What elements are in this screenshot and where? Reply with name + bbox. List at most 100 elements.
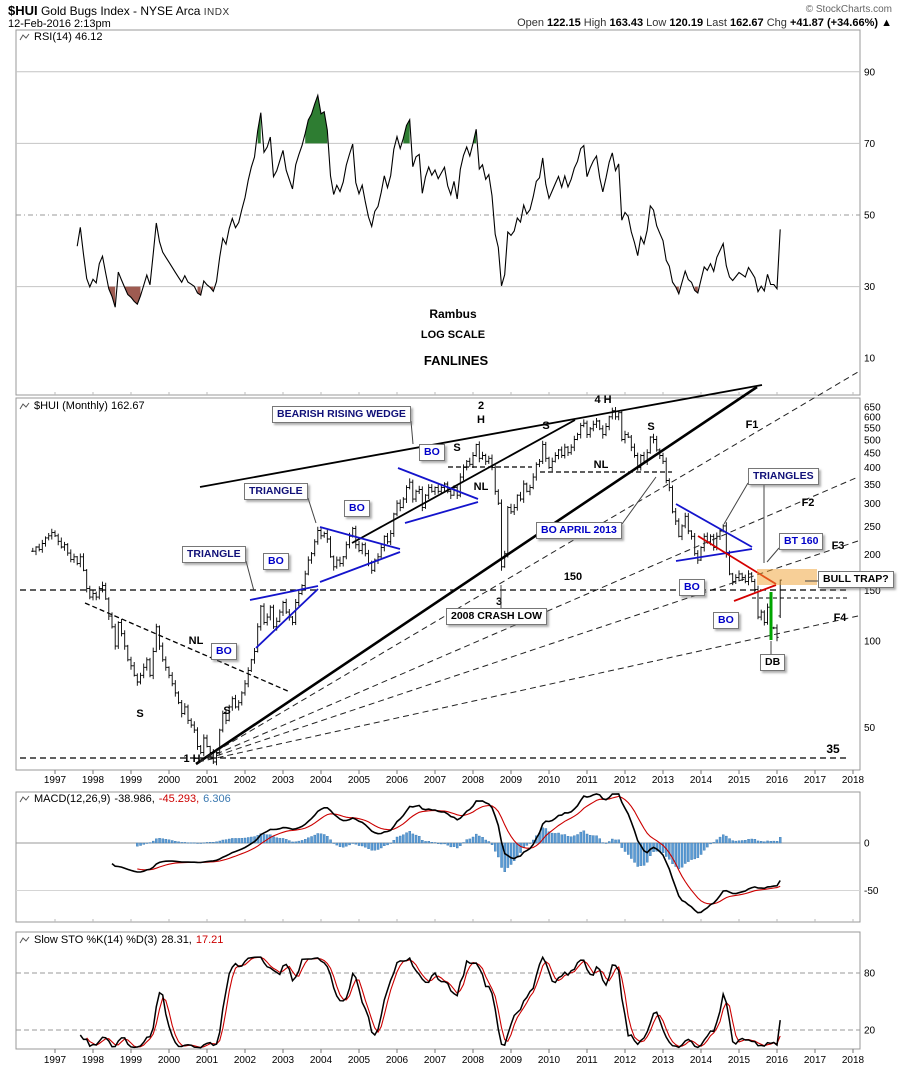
quote-line: Open 122.15 High 163.43 Low 120.19 Last … <box>517 17 892 29</box>
svg-text:2018: 2018 <box>842 1055 865 1066</box>
svg-text:2008: 2008 <box>462 1055 485 1066</box>
svg-text:F1: F1 <box>746 419 759 431</box>
exchange-tag: INDX <box>203 7 230 18</box>
svg-text:100: 100 <box>864 636 881 647</box>
open-label: Open <box>517 17 544 29</box>
svg-text:650: 650 <box>864 402 881 413</box>
svg-text:1 H: 1 H <box>183 753 200 765</box>
svg-text:400: 400 <box>864 463 881 474</box>
price-legend-icon <box>19 402 30 409</box>
svg-text:50: 50 <box>864 723 876 734</box>
svg-text:2006: 2006 <box>386 1055 409 1066</box>
price-bars-layer <box>31 407 782 766</box>
macd-legend: MACD(12,26,9) -38.986, -45.293, 6.306 <box>19 793 231 805</box>
svg-text:2011: 2011 <box>576 1055 598 1066</box>
sto-d-value: 17.21 <box>195 934 224 946</box>
svg-text:H: H <box>477 414 485 426</box>
svg-text:200: 200 <box>864 550 881 561</box>
svg-text:20: 20 <box>864 1026 876 1037</box>
svg-text:F4: F4 <box>834 612 848 624</box>
svg-text:50: 50 <box>864 211 876 222</box>
rsi-legend-icon <box>19 33 30 40</box>
svg-text:2005: 2005 <box>348 1055 371 1066</box>
svg-text:600: 600 <box>864 412 881 423</box>
sto-k-value: 28.31, <box>161 934 192 946</box>
svg-text:2000: 2000 <box>158 1055 181 1066</box>
svg-text:-50: -50 <box>864 886 879 897</box>
price-legend: $HUI (Monthly) 162.67 <box>19 400 145 412</box>
svg-text:NL: NL <box>594 459 609 471</box>
svg-text:F3: F3 <box>832 540 845 552</box>
svg-text:2001: 2001 <box>196 775 219 786</box>
svg-text:2016: 2016 <box>766 1055 789 1066</box>
chart-header: $HUI Gold Bugs Index - NYSE Arca INDX <box>8 3 230 18</box>
macd-legend-label: MACD(12,26,9) <box>34 793 111 805</box>
price-legend-text: $HUI (Monthly) 162.67 <box>34 400 145 412</box>
svg-text:2001: 2001 <box>196 1055 219 1066</box>
chg-value: +41.87 (+34.66%) <box>789 17 879 29</box>
rsi-series-layer <box>76 93 781 308</box>
svg-text:150: 150 <box>864 586 881 597</box>
svg-text:2: 2 <box>478 400 484 412</box>
axis-labels-layer: 9070503010650600550500450400350300250200… <box>44 67 881 1066</box>
chg-direction-icon: ▲ <box>881 17 892 29</box>
high-value: 163.43 <box>609 17 644 29</box>
rsi-legend-text: RSI(14) 46.12 <box>34 31 103 43</box>
macd-value: -38.986, <box>114 793 155 805</box>
svg-text:S: S <box>453 442 460 454</box>
svg-text:S: S <box>136 708 143 720</box>
svg-text:300: 300 <box>864 499 881 510</box>
svg-text:30: 30 <box>864 282 876 293</box>
svg-text:2009: 2009 <box>500 1055 523 1066</box>
svg-text:3: 3 <box>496 596 502 608</box>
svg-text:S: S <box>542 420 549 432</box>
svg-text:80: 80 <box>864 969 876 980</box>
svg-text:2009: 2009 <box>500 775 523 786</box>
svg-text:2012: 2012 <box>614 775 637 786</box>
svg-text:NL: NL <box>474 481 489 493</box>
svg-text:90: 90 <box>864 67 876 78</box>
sto-legend-label: Slow STO %K(14) %D(3) <box>34 934 158 946</box>
svg-text:Rambus: Rambus <box>429 307 477 321</box>
stochastic-series-layer <box>79 955 781 1049</box>
svg-text:2007: 2007 <box>424 775 447 786</box>
svg-text:1999: 1999 <box>120 1055 143 1066</box>
copyright: © StockCharts.com <box>805 4 892 15</box>
macd-legend-icon <box>19 795 30 802</box>
svg-text:2017: 2017 <box>804 1055 827 1066</box>
symbol-name: Gold Bugs Index - NYSE Arca <box>40 4 201 18</box>
svg-text:2014: 2014 <box>690 1055 713 1066</box>
svg-text:2017: 2017 <box>804 775 827 786</box>
low-value: 120.19 <box>669 17 704 29</box>
svg-text:2012: 2012 <box>614 1055 637 1066</box>
last-value: 162.67 <box>730 17 764 29</box>
svg-text:S: S <box>647 421 654 433</box>
low-label: Low <box>646 17 667 29</box>
symbol: $HUI <box>8 3 38 18</box>
svg-text:2002: 2002 <box>234 775 257 786</box>
svg-text:1999: 1999 <box>120 775 143 786</box>
svg-text:500: 500 <box>864 435 881 446</box>
svg-text:70: 70 <box>864 139 876 150</box>
svg-text:4 H: 4 H <box>594 394 611 406</box>
svg-text:2013: 2013 <box>652 1055 675 1066</box>
macd-signal-value: -45.293, <box>158 793 200 805</box>
svg-text:2015: 2015 <box>728 1055 751 1066</box>
svg-text:550: 550 <box>864 423 881 434</box>
high-label: High <box>583 17 607 29</box>
svg-text:NL: NL <box>189 635 204 647</box>
chg-label: Chg <box>766 17 787 29</box>
svg-text:2014: 2014 <box>690 775 713 786</box>
svg-text:250: 250 <box>864 522 881 533</box>
chart-datetime: 12-Feb-2016 2:13pm <box>8 18 111 30</box>
svg-text:0: 0 <box>864 839 870 850</box>
svg-text:2015: 2015 <box>728 775 751 786</box>
svg-text:10: 10 <box>864 354 876 365</box>
macd-hist-value: 6.306 <box>203 793 231 805</box>
svg-text:LOG SCALE: LOG SCALE <box>421 329 485 341</box>
svg-text:2006: 2006 <box>386 775 409 786</box>
svg-text:35: 35 <box>826 742 840 756</box>
svg-text:2007: 2007 <box>424 1055 447 1066</box>
